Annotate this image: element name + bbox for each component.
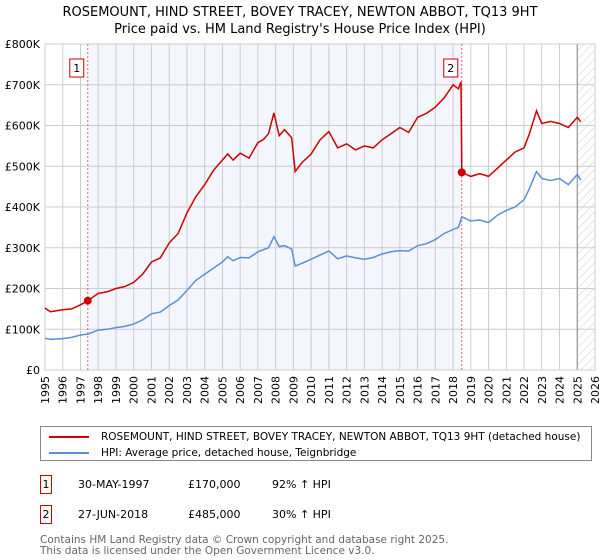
footer-line: This data is licensed under the Open Gov… xyxy=(40,545,375,557)
legend-item-property: ROSEMOUNT, HIND STREET, BOVEY TRACEY, NE… xyxy=(49,431,580,443)
sale-point xyxy=(457,168,466,177)
x-tick-label: 2017 xyxy=(429,376,442,404)
footer: Contains HM Land Registry data © Crown c… xyxy=(40,535,448,557)
transaction-hpi: 30% ↑ HPI xyxy=(272,508,331,521)
x-tick-label: 2006 xyxy=(234,376,247,404)
legend: ROSEMOUNT, HIND STREET, BOVEY TRACEY, NE… xyxy=(40,426,592,461)
transaction-date: 27-JUN-2018 xyxy=(78,508,149,521)
transaction-number: 2 xyxy=(40,505,52,524)
x-tick-label: 2015 xyxy=(394,376,407,404)
y-tick-label: £100K xyxy=(5,323,41,336)
sale-label-box xyxy=(443,58,459,78)
x-tick-label: 2022 xyxy=(518,376,531,404)
transaction-date: 30-MAY-1997 xyxy=(78,478,150,491)
legend-swatch-red xyxy=(49,436,89,438)
chart-title: ROSEMOUNT, HIND STREET, BOVEY TRACEY, NE… xyxy=(0,4,600,38)
x-tick-label: 2023 xyxy=(536,376,549,404)
legend-item-hpi: HPI: Average price, detached house, Teig… xyxy=(49,447,356,459)
sale-label: 1 xyxy=(73,62,80,75)
x-tick-label: 2026 xyxy=(589,376,600,404)
y-tick-label: £700K xyxy=(5,79,41,92)
y-tick-label: £200K xyxy=(5,283,41,296)
x-tick-label: 2021 xyxy=(500,376,513,404)
sale-label-box xyxy=(69,58,85,78)
series-line xyxy=(44,170,582,341)
y-tick-label: £300K xyxy=(5,242,41,255)
plot-border xyxy=(44,43,596,371)
legend-label: HPI: Average price, detached house, Teig… xyxy=(101,447,357,459)
x-tick-label: 2012 xyxy=(341,376,354,404)
x-tick-label: 1998 xyxy=(92,376,105,404)
x-tick-label: 2010 xyxy=(305,376,318,404)
x-tick-label: 2011 xyxy=(323,376,336,404)
price-chart: 1 2 1995 1996 1997 1998 1999 2000 2001 2002 2003 20… xyxy=(5,38,600,404)
x-tick-label: 2014 xyxy=(376,376,389,404)
x-tick-label: 2001 xyxy=(145,376,158,404)
series-line xyxy=(44,81,582,313)
transaction-hpi: 92% ↑ HPI xyxy=(272,478,331,491)
x-tick-label: 2019 xyxy=(465,376,478,404)
x-tick-label: 2016 xyxy=(412,376,425,404)
footer-line: Contains HM Land Registry data © Crown c… xyxy=(40,534,449,546)
y-tick-label: £500K xyxy=(5,160,41,173)
transaction-price: £485,000 xyxy=(188,508,241,521)
transaction-price: £170,000 xyxy=(188,478,241,491)
x-tick-label: 2007 xyxy=(252,376,265,404)
x-tick-label: 2013 xyxy=(358,376,371,404)
x-tick-label: 2020 xyxy=(483,376,496,404)
x-tick-label: 1996 xyxy=(57,376,70,404)
x-tick-label: 2003 xyxy=(181,376,194,404)
title-line: ROSEMOUNT, HIND STREET, BOVEY TRACEY, NE… xyxy=(62,5,538,20)
subtitle-line: Price paid vs. HM Land Registry's House … xyxy=(114,22,486,37)
y-tick-label: £0 xyxy=(26,364,40,377)
x-tick-label: 2000 xyxy=(128,376,141,404)
legend-label: ROSEMOUNT, HIND STREET, BOVEY TRACEY, NE… xyxy=(101,431,581,443)
legend-swatch-blue xyxy=(49,452,89,454)
y-tick-label: £800K xyxy=(5,38,41,51)
x-tick-label: 2002 xyxy=(163,376,176,404)
x-tick-label: 1999 xyxy=(110,376,123,404)
sale-point xyxy=(83,296,92,305)
x-tick-label: 2018 xyxy=(447,376,460,404)
x-tick-label: 2004 xyxy=(199,376,212,404)
transaction-number: 1 xyxy=(40,475,52,494)
x-tick-label: 2008 xyxy=(270,376,283,404)
x-tick-label: 2025 xyxy=(571,376,584,404)
x-tick-label: 1997 xyxy=(74,376,87,404)
x-tick-label: 2009 xyxy=(287,376,300,404)
y-tick-label: £400K xyxy=(5,201,41,214)
x-tick-label: 1995 xyxy=(39,376,52,404)
x-tick-label: 2024 xyxy=(554,376,567,404)
sale-label: 2 xyxy=(447,62,454,75)
x-tick-label: 2005 xyxy=(216,376,229,404)
y-tick-label: £600K xyxy=(5,120,41,133)
